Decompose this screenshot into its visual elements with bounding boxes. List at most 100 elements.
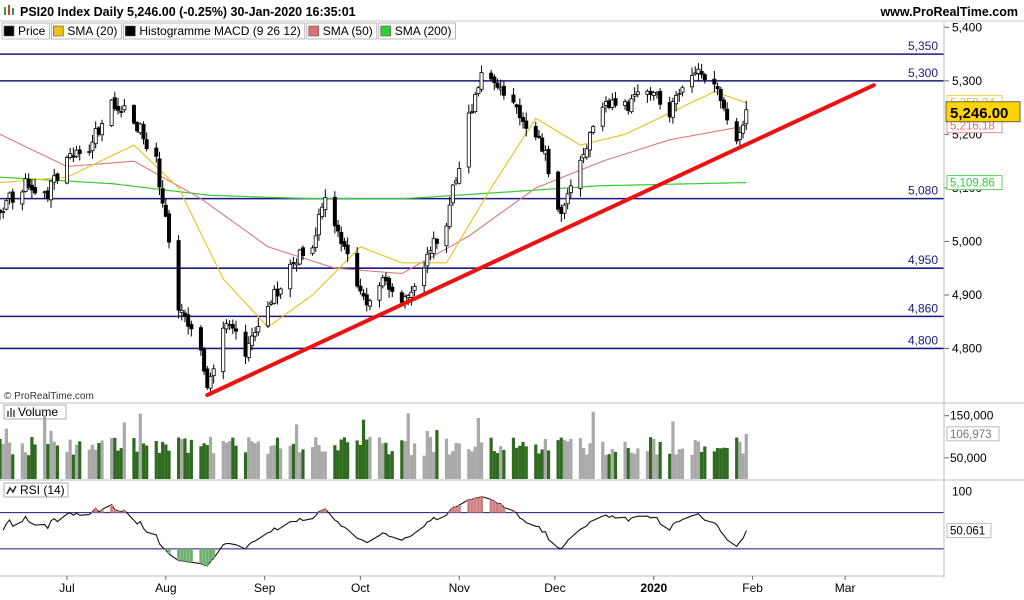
price-tick-label: 4,900 — [952, 288, 982, 302]
candle — [422, 261, 427, 294]
candle — [495, 78, 500, 90]
candle — [122, 99, 127, 113]
candle — [253, 326, 258, 342]
volume-bar — [272, 445, 276, 479]
date-tick-label: Dec — [544, 581, 565, 595]
candle — [623, 99, 628, 110]
volume-bar — [43, 415, 47, 479]
copyright-text: © ProRealTime.com — [4, 391, 94, 402]
candle — [313, 227, 318, 252]
legend-item[interactable]: SMA (50) — [306, 22, 378, 40]
volume-bar — [607, 454, 611, 479]
candle — [501, 80, 506, 100]
volume-bar — [186, 452, 190, 479]
volume-bar — [524, 446, 528, 479]
candle — [224, 319, 229, 334]
last-price-badge: 5,246.00 — [945, 101, 1021, 123]
volume-bar — [135, 451, 139, 479]
sma20-line[interactable] — [0, 91, 747, 328]
volume-bars — [0, 411, 748, 479]
site-link[interactable]: www.ProRealTime.com — [879, 5, 1018, 19]
candle — [361, 289, 366, 301]
volume-bar — [680, 448, 685, 479]
volume-bar — [448, 454, 452, 479]
candle — [332, 191, 337, 234]
candle — [7, 191, 12, 205]
candle — [138, 122, 143, 136]
volume-bar — [626, 448, 630, 479]
volume-bar — [314, 437, 318, 479]
candle — [358, 278, 363, 295]
volume-bar — [368, 436, 372, 479]
volume-bar — [161, 441, 165, 479]
candle — [744, 100, 749, 131]
support-trendline[interactable] — [205, 83, 876, 398]
sma50-line[interactable] — [0, 125, 747, 275]
svg-text:106,973: 106,973 — [950, 429, 992, 441]
volume-bar — [339, 439, 343, 479]
volume-bar — [588, 443, 592, 479]
volume-bar — [629, 452, 634, 479]
candle — [734, 117, 739, 145]
volume-bar — [492, 451, 496, 479]
candle — [517, 98, 522, 126]
volume-bar — [342, 437, 347, 479]
candle — [10, 188, 15, 210]
candle — [42, 190, 47, 200]
candle — [737, 127, 742, 146]
volume-bar — [138, 413, 142, 479]
level-label: 4,950 — [908, 253, 938, 267]
sma50-series — [0, 125, 747, 275]
volume-bar — [738, 441, 742, 479]
candle — [288, 259, 293, 298]
candle — [119, 106, 124, 118]
volume-bar — [703, 446, 707, 479]
horizontal-levels — [0, 53, 944, 350]
candle — [64, 155, 69, 185]
trendline[interactable] — [205, 83, 876, 398]
volume-bar — [189, 439, 193, 479]
volume-bar — [74, 444, 79, 479]
rsi-panel[interactable]: RSI (14) — [0, 479, 1024, 567]
volume-bar — [365, 439, 369, 479]
volume-bar — [361, 419, 366, 479]
volume-bar — [11, 454, 15, 479]
volume-bar — [601, 441, 605, 479]
legend-item[interactable]: Price — [1, 22, 50, 40]
horizontal-level-labels: 5,350 5,300 5,080 4,950 4,860 4,800 — [908, 39, 938, 347]
sma200-line[interactable] — [0, 176, 747, 200]
volume-panel[interactable]: Volume — [0, 402, 1024, 479]
candle — [635, 84, 640, 98]
volume-bar — [671, 421, 675, 479]
volume-bar — [275, 437, 280, 479]
legend-item[interactable]: SMA (20) — [50, 22, 122, 40]
volume-bar — [585, 454, 589, 479]
volume-bar — [288, 445, 292, 479]
volume-bar — [7, 442, 12, 479]
volume-bar — [384, 442, 388, 479]
rsi-line[interactable] — [2, 496, 747, 567]
volume-bar — [725, 447, 729, 479]
candle — [725, 102, 730, 125]
date-tick-label: Feb — [742, 581, 763, 595]
candle — [568, 179, 573, 199]
volume-bar — [409, 455, 414, 479]
candle — [100, 119, 105, 142]
volume-bar — [30, 437, 34, 479]
legend-swatch — [125, 25, 136, 37]
volume-bar — [412, 443, 417, 479]
price-panel[interactable]: 5,350 5,300 5,080 4,950 4,860 4,800 © ProReal… — [0, 39, 944, 402]
volume-bar — [317, 445, 321, 479]
legend-item[interactable]: Histogramme MACD (9 26 12) — [122, 22, 306, 40]
candle — [524, 112, 529, 137]
volume-bar — [55, 445, 60, 479]
candle — [74, 145, 79, 158]
volume-bar — [400, 440, 404, 479]
legend-item[interactable]: SMA (200) — [378, 22, 456, 40]
volume-bar — [346, 442, 350, 479]
rsi-title: RSI (14) — [20, 483, 65, 497]
date-tick-label: Oct — [351, 581, 370, 595]
volume-bar — [122, 422, 126, 479]
volume-bar — [537, 453, 541, 479]
